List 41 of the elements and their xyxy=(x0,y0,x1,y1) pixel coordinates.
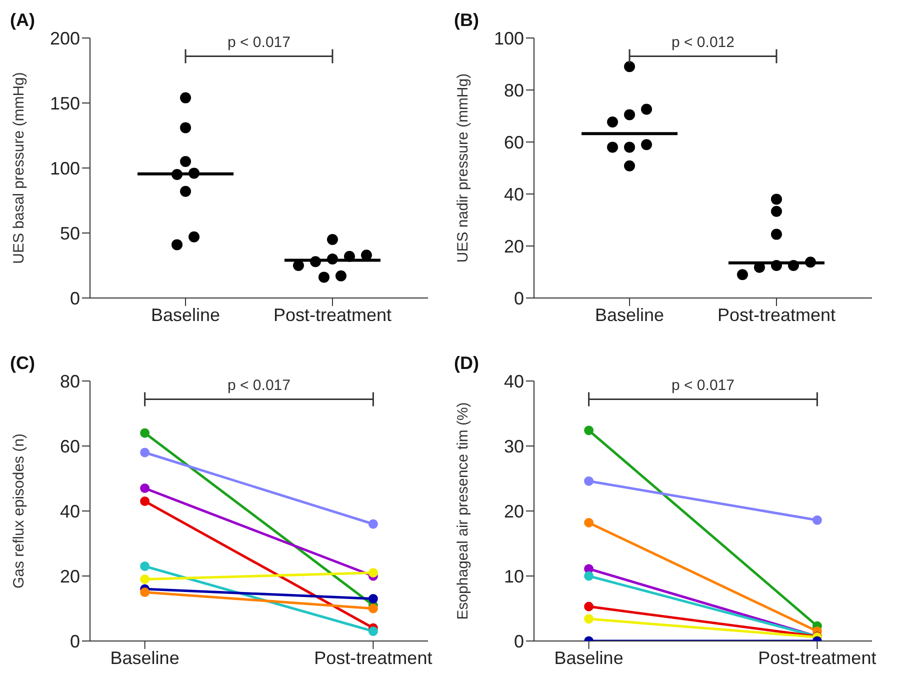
y-tick-label: 200 xyxy=(50,28,80,48)
annotation: p < 0.012 xyxy=(672,34,734,52)
y-tick-label: 60 xyxy=(504,132,524,152)
chart-title: (B) xyxy=(454,10,479,31)
y-tick-label: 50 xyxy=(60,223,80,244)
x-tick-label: Post-treatment xyxy=(273,304,392,325)
y-tick-label: 20 xyxy=(504,236,524,256)
y-tick-label: 0 xyxy=(70,631,80,652)
y-axis-title: UES nadir pressure (mmHg) xyxy=(454,73,472,263)
y-tick-label: 40 xyxy=(504,184,524,204)
annotation: p < 0.017 xyxy=(228,34,290,52)
x-tick-label: Baseline xyxy=(554,648,624,668)
y-tick-label: 40 xyxy=(60,501,80,522)
y-tick-label: 80 xyxy=(504,80,524,100)
y-tick-label: 80 xyxy=(60,371,80,392)
y-tick-label: 20 xyxy=(60,566,80,586)
x-tick-label: Post-treatment xyxy=(758,648,876,668)
y-tick-label: 0 xyxy=(514,288,524,308)
x-tick-label: Baseline xyxy=(151,304,220,325)
y-tick-label: 0 xyxy=(514,631,524,652)
x-tick-label: Baseline xyxy=(595,304,664,325)
chart-title: (D) xyxy=(454,353,479,374)
y-tick-label: 150 xyxy=(50,93,80,114)
y-tick-label: 100 xyxy=(50,158,80,178)
y-tick-label: 10 xyxy=(504,566,524,586)
x-tick-label: Baseline xyxy=(110,648,180,668)
annotation: p < 0.017 xyxy=(228,377,290,394)
x-tick-label: Post-treatment xyxy=(314,648,432,668)
y-tick-label: 30 xyxy=(504,436,524,456)
y-axis-title: Esophageal air presence tim (%) xyxy=(454,402,472,620)
x-tick-label: Post-treatment xyxy=(717,304,836,325)
y-axis-title: Gas reflux episodes (n) xyxy=(10,433,28,589)
y-tick-label: 100 xyxy=(494,28,524,48)
chart-title: (C) xyxy=(10,353,35,374)
y-tick-label: 0 xyxy=(70,288,80,308)
y-tick-label: 40 xyxy=(504,371,524,392)
chart-title: (A) xyxy=(10,10,35,31)
y-axis-title: UES basal pressure (mmHg) xyxy=(10,72,28,264)
annotation: p < 0.017 xyxy=(672,377,734,394)
y-tick-label: 60 xyxy=(60,436,80,456)
y-tick-label: 20 xyxy=(504,501,524,522)
